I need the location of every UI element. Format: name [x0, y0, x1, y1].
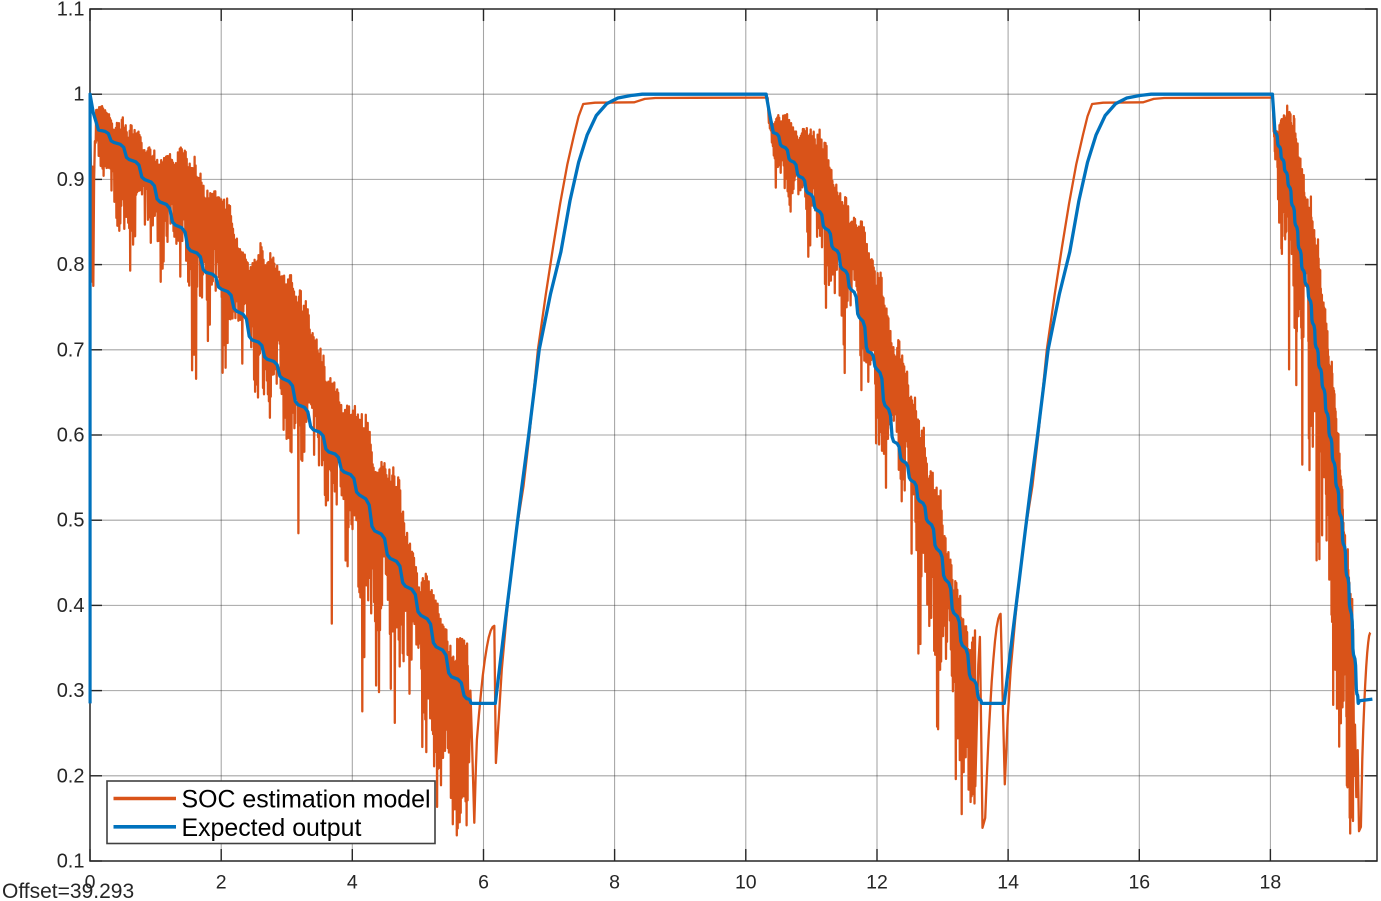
svg-text:10: 10 [735, 872, 757, 894]
svg-text:1.1: 1.1 [57, 0, 85, 21]
svg-text:Offset=39.293: Offset=39.293 [2, 880, 134, 901]
svg-text:0.5: 0.5 [57, 510, 85, 532]
svg-text:8: 8 [609, 872, 620, 894]
svg-text:6: 6 [478, 872, 489, 894]
svg-text:0.4: 0.4 [57, 595, 85, 617]
svg-text:4: 4 [347, 872, 358, 894]
svg-text:2: 2 [216, 872, 227, 894]
svg-text:0.2: 0.2 [57, 765, 85, 787]
svg-text:0.3: 0.3 [57, 680, 85, 702]
svg-text:12: 12 [866, 872, 888, 894]
svg-text:Expected output: Expected output [182, 814, 362, 842]
svg-text:18: 18 [1260, 872, 1282, 894]
svg-text:0.1: 0.1 [57, 851, 85, 873]
svg-text:SOC estimation model: SOC estimation model [182, 785, 431, 813]
svg-text:0.8: 0.8 [57, 254, 85, 276]
svg-text:0.6: 0.6 [57, 425, 85, 447]
svg-text:0.9: 0.9 [57, 169, 85, 191]
svg-text:16: 16 [1128, 872, 1150, 894]
svg-text:0: 0 [85, 872, 96, 894]
svg-text:0.7: 0.7 [57, 339, 85, 361]
svg-text:1: 1 [73, 84, 84, 106]
svg-text:14: 14 [997, 872, 1019, 894]
